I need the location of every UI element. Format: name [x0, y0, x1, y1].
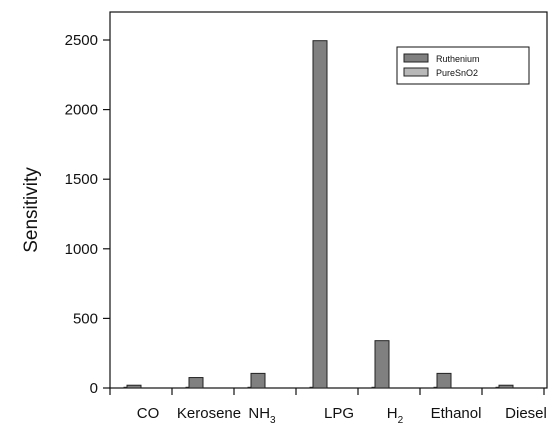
- bar-puresno2-nh: [247, 386, 252, 389]
- category-labels: CO Kerosene NH3 LPG H2 Ethanol Diesel: [137, 405, 547, 426]
- legend-label: PureSnO2: [436, 68, 478, 78]
- bar-ruthenium-h: [374, 340, 390, 389]
- bar-puresno2-h: [371, 386, 376, 389]
- bar-ruthenium-nh: [250, 372, 266, 389]
- x-axis: [109, 388, 545, 395]
- bar-puresno2-diesel: [495, 386, 500, 389]
- bar-ruthenium-diesel: [498, 384, 514, 389]
- legend-swatch: [403, 67, 429, 77]
- bar-puresno2-ethanol: [433, 386, 438, 389]
- bar-ruthenium-lpg: [312, 40, 328, 389]
- y-axis: 0 500 1000 1500 2000 2500: [65, 32, 110, 397]
- legend-box: [396, 46, 530, 85]
- bar-puresno2-kerosene: [185, 386, 190, 389]
- y-tick-label: 500: [73, 310, 98, 327]
- legend: Ruthenium PureSnO2: [396, 46, 530, 85]
- category-label: Kerosene: [177, 405, 241, 422]
- bar-ruthenium-co: [126, 384, 142, 389]
- bar-puresno2-co: [123, 386, 128, 389]
- y-tick-label: 0: [90, 380, 98, 397]
- category-label: NH3: [248, 405, 276, 426]
- y-tick-label: 1000: [65, 241, 98, 258]
- y-axis-title: Sensitivity: [21, 167, 42, 253]
- bar-ruthenium-kerosene: [188, 377, 204, 389]
- category-label: Diesel: [505, 405, 547, 422]
- y-tick-label: 2000: [65, 102, 98, 119]
- y-tick-label: 1500: [65, 171, 98, 188]
- category-label: Ethanol: [431, 405, 482, 422]
- plot-frame: [109, 11, 548, 389]
- bar-puresno2-lpg: [309, 386, 314, 389]
- legend-label: Ruthenium: [436, 54, 480, 64]
- bars-group: [123, 40, 514, 389]
- category-label: LPG: [324, 405, 354, 422]
- legend-swatch: [403, 53, 429, 63]
- y-tick-label: 2500: [65, 32, 98, 49]
- category-label: CO: [137, 405, 160, 422]
- bar-ruthenium-ethanol: [436, 372, 452, 389]
- category-label: H2: [387, 405, 404, 426]
